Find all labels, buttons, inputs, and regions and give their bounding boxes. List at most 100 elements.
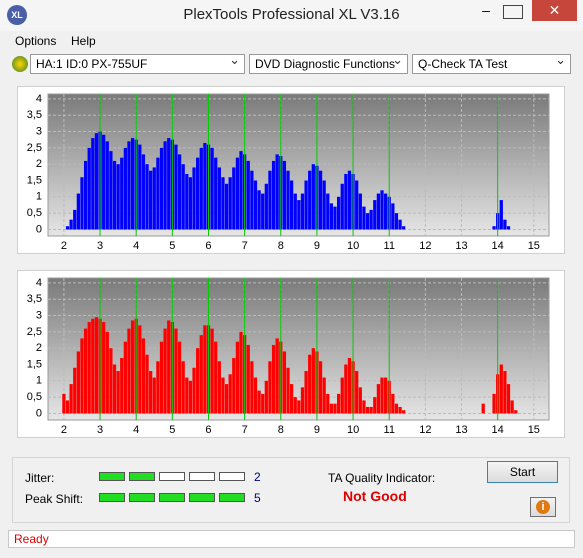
bar — [402, 226, 406, 230]
bar — [347, 170, 352, 230]
bar — [362, 400, 366, 414]
bar — [333, 206, 337, 230]
bar — [199, 147, 203, 230]
bar — [120, 357, 124, 414]
bar — [239, 151, 243, 230]
bar — [253, 180, 258, 230]
bar — [156, 361, 160, 414]
bar — [221, 377, 225, 414]
bar — [102, 134, 106, 230]
bar — [264, 183, 268, 230]
drive-select[interactable]: HA:1 ID:0 PX-755UF — [30, 51, 245, 74]
bar — [188, 380, 193, 414]
bar — [152, 167, 156, 230]
x-tick-label: 10 — [347, 424, 359, 436]
bar — [69, 219, 73, 230]
bar — [391, 203, 395, 230]
info-icon: i — [536, 500, 550, 514]
meter-segment — [189, 493, 215, 502]
bar — [94, 317, 99, 414]
bar — [402, 410, 406, 414]
bar — [174, 328, 178, 414]
y-tick-label: 1,5 — [27, 174, 42, 186]
maximize-button[interactable] — [503, 5, 523, 19]
function-select[interactable]: DVD Diagnostic Functions — [249, 51, 408, 74]
bar — [268, 170, 272, 230]
close-button[interactable]: ✕ — [532, 0, 577, 21]
bar — [127, 328, 131, 414]
results-group — [12, 457, 570, 523]
bar — [62, 393, 66, 414]
bar — [239, 331, 243, 414]
bar — [235, 341, 240, 414]
bar — [235, 157, 240, 230]
bar — [181, 361, 185, 414]
y-tick-label: 1 — [36, 191, 42, 203]
bar — [214, 157, 218, 230]
x-tick-label: 4 — [133, 240, 139, 252]
chart-panel: 0 0,5 1 1,5 2 2,5 3 3,5 4 2 3 4 5 6 7 8 9 10 11 12 13 14 15 — [17, 270, 565, 438]
bar — [87, 147, 91, 230]
bar — [311, 348, 315, 414]
bar — [394, 213, 399, 230]
bar — [481, 403, 485, 414]
peak-shift-value: 5 — [254, 491, 261, 505]
bar — [282, 351, 287, 414]
x-tick-label: 10 — [347, 240, 359, 252]
bar — [499, 200, 503, 230]
bar — [221, 177, 225, 230]
bar — [163, 328, 167, 414]
drive-icon — [12, 56, 28, 72]
bar — [394, 403, 399, 414]
bar — [105, 141, 109, 230]
bar — [203, 142, 207, 230]
bar — [149, 371, 153, 414]
x-tick-label: 4 — [133, 424, 139, 436]
bar — [228, 177, 232, 230]
x-tick-label: 6 — [205, 424, 211, 436]
start-button[interactable]: Start — [487, 461, 558, 483]
bar — [308, 170, 312, 230]
bar — [503, 219, 507, 230]
meter-segment — [129, 493, 155, 502]
bar — [369, 209, 373, 230]
bar — [268, 361, 272, 414]
menu-item[interactable]: Options — [15, 34, 57, 48]
bar — [340, 377, 344, 414]
y-tick-label: 4 — [36, 277, 42, 289]
bar — [275, 154, 279, 230]
bar — [304, 180, 308, 230]
bar — [185, 173, 189, 230]
meter-segment — [159, 472, 185, 481]
bar — [199, 335, 203, 414]
bar — [130, 320, 135, 414]
x-tick-label: 14 — [492, 424, 504, 436]
bar — [383, 377, 388, 414]
bar — [105, 331, 109, 414]
bar — [159, 341, 164, 414]
bar — [322, 377, 326, 414]
bar — [123, 341, 127, 414]
bar — [373, 397, 377, 414]
bar — [293, 397, 297, 414]
title-bar — [0, 0, 583, 31]
info-button[interactable]: i — [530, 497, 556, 517]
bar — [308, 354, 312, 414]
test-select[interactable]: Q-Check TA Test — [412, 51, 571, 74]
bar — [141, 154, 146, 230]
bar — [181, 164, 185, 230]
y-tick-label: 4 — [36, 93, 42, 105]
bar — [188, 177, 193, 230]
bar — [196, 348, 200, 414]
bar — [373, 200, 377, 230]
bar — [492, 393, 496, 414]
bar — [365, 406, 370, 414]
minimize-button[interactable]: – — [482, 2, 490, 18]
bar — [210, 147, 214, 230]
menu-item[interactable]: Help — [71, 34, 96, 48]
bar — [514, 410, 518, 414]
meter-segment — [99, 493, 125, 502]
y-tick-label: 2,5 — [27, 142, 42, 154]
bar — [76, 351, 80, 414]
